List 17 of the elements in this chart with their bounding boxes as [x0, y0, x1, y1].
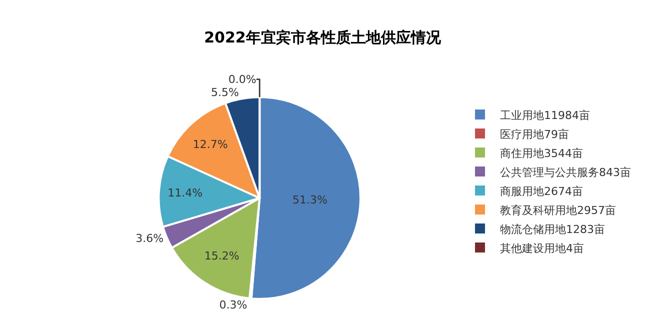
data-label: 0.3% [219, 298, 248, 312]
data-label: 12.7% [192, 138, 228, 152]
data-label: 51.3% [292, 194, 328, 207]
legend-label: 商服用地2674亩 [500, 184, 583, 198]
legend-label: 商住用地3544亩 [500, 146, 583, 160]
data-label: 3.6% [136, 232, 164, 246]
data-label: 5.5% [211, 86, 240, 99]
legend-label: 公共管理与公共服务843亩 [500, 166, 631, 179]
legend-label: 其他建设用地4亩 [500, 242, 584, 255]
legend-label: 医疗用地79亩 [500, 128, 569, 141]
legend-label: 工业用地11984亩 [500, 108, 590, 122]
data-label: 15.2% [204, 249, 240, 262]
chart-title: 2022年宜宾市各性质土地供应情况 [204, 28, 442, 47]
legend-label: 物流仓储用地1283亩 [500, 222, 605, 236]
data-label: 11.4% [168, 186, 203, 200]
text: 0.0% [228, 72, 256, 86]
legend-label: 教育及科研用地2957亩 [500, 204, 616, 217]
